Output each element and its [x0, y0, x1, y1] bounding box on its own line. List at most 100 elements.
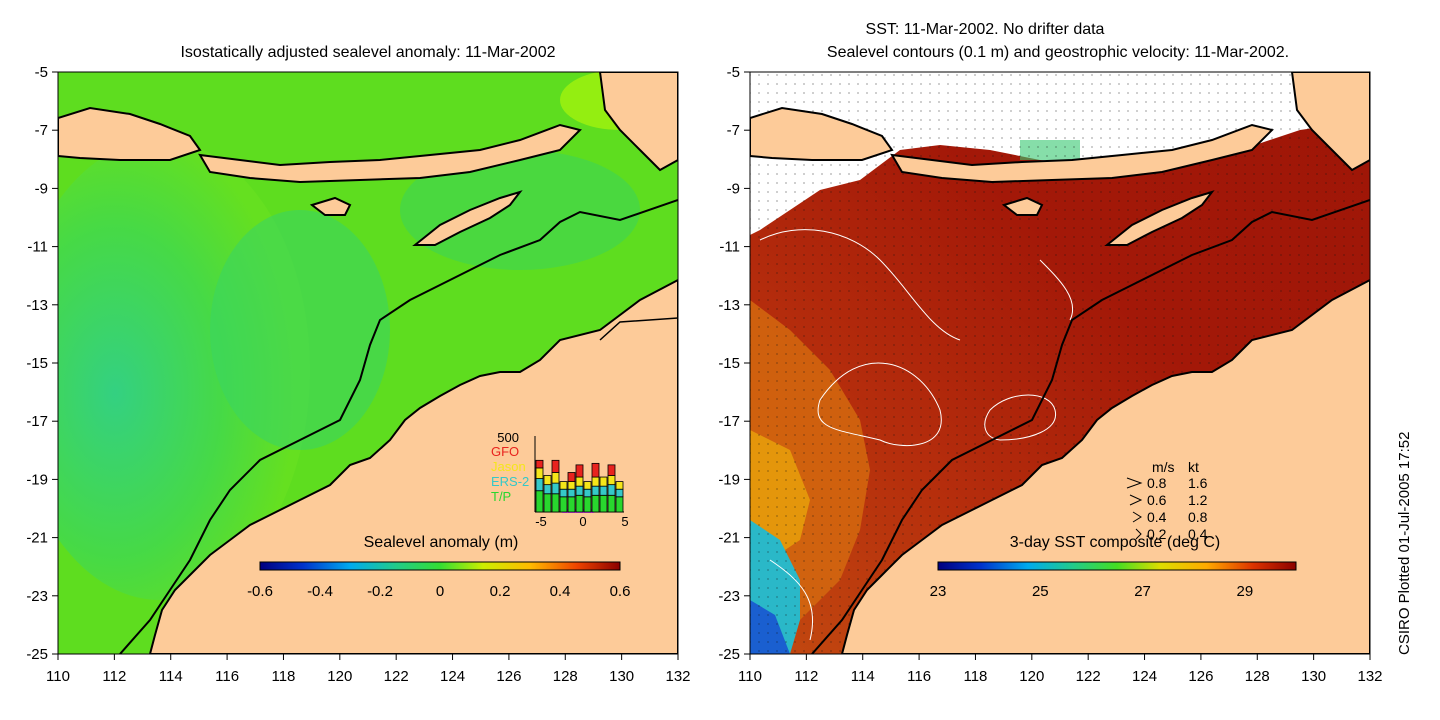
left-lat-tick-label: -19 — [26, 471, 48, 488]
inset-bar-segment — [551, 482, 560, 495]
inset-bar-segment — [535, 459, 544, 469]
right-sealevel-contour-3 — [759, 229, 1074, 341]
left-australia-landmass — [148, 278, 678, 654]
velocity-key-rows: 0.8 1.60.6 1.20.4 0.80.2 0.4 — [1126, 475, 1208, 542]
right-lat-tick-label: -15 — [718, 355, 740, 372]
right-colorbar-tick-label: 23 — [930, 583, 947, 600]
right-lon-tick-label: 118 — [963, 668, 987, 685]
left-colorbar-tick-label: 0.4 — [550, 583, 571, 600]
left-timor-island — [412, 190, 523, 246]
velocity-key-arrow — [1129, 494, 1143, 506]
left-lon-tick-label: 114 — [159, 668, 183, 685]
inset-legend-ers-2: ERS-2 — [491, 474, 529, 489]
right-java-island — [750, 106, 894, 161]
left-colorbar-tick-label: -0.4 — [307, 583, 333, 600]
velocity-key-kt-value: 0.8 — [1188, 509, 1208, 525]
right-lat-tick-label: -5 — [727, 64, 740, 81]
inset-bar-segment — [535, 490, 544, 513]
left-lon-tick-label: 116 — [215, 668, 239, 685]
left-colorbar-ticks: -0.6 -0.4 -0.2 0 0.2 0.4 0.6 — [247, 583, 630, 600]
left-lon-tick-label: 128 — [553, 668, 578, 685]
inset-x-tick-label: 5 — [621, 514, 628, 529]
inset-bar-segment — [551, 459, 560, 473]
left-lon-tick-label: 130 — [609, 668, 634, 685]
inset-bar-segment — [615, 481, 624, 490]
left-lon-tick-label: 122 — [384, 668, 409, 685]
inset-legend-jason: Jason — [491, 459, 526, 474]
left-sumba-island — [309, 196, 352, 216]
inset-bar-segment — [607, 484, 616, 496]
inset-bar-segment — [615, 488, 624, 498]
inset-bar-segment — [575, 464, 584, 478]
velocity-key-kt-header: kt — [1188, 459, 1199, 475]
left-shelf-contour — [119, 199, 678, 654]
inset-bar-segment — [583, 496, 592, 513]
velocity-key-kt-value: 1.2 — [1188, 492, 1208, 508]
left-lat-tick-label: -25 — [26, 646, 48, 663]
left-lat-axis: -5 -7 -9 -11 -13 -15 -17 -19 -21 -23 -25 — [26, 64, 58, 663]
inset-x-tick-label: 0 — [579, 514, 586, 529]
inset-bar-segment — [591, 494, 600, 513]
right-lon-tick-label: 112 — [794, 668, 818, 685]
plot-credit: CSIRO Plotted 01-Jul-2005 17:52 — [1396, 432, 1413, 655]
left-lon-tick-label: 120 — [327, 668, 352, 685]
left-lat-tick-label: -21 — [26, 530, 48, 547]
left-lon-tick-label: 110 — [46, 668, 70, 685]
inset-bar-segment — [591, 462, 600, 478]
velocity-key-arrow — [1135, 528, 1142, 540]
inset-bar-segment — [599, 485, 608, 496]
inset-bar-segment — [575, 476, 584, 487]
right-lon-tick-label: 130 — [1301, 668, 1326, 685]
inset-bar-segment — [551, 493, 560, 513]
velocity-key-ms-value: 0.2 — [1147, 526, 1167, 542]
right-sealevel-contour-4 — [769, 559, 814, 641]
right-lon-tick-label: 126 — [1188, 668, 1213, 685]
left-lon-tick-label: 112 — [102, 668, 126, 685]
right-lat-tick-label: -21 — [718, 530, 740, 547]
left-lat-tick-label: -17 — [26, 413, 48, 430]
inset-bar-segment — [543, 493, 552, 513]
right-lon-tick-label: 114 — [851, 668, 875, 685]
inset-bar-segment — [567, 481, 576, 490]
inset-bar-segment — [591, 485, 600, 496]
left-colorbar-tick-label: -0.2 — [367, 583, 393, 600]
inset-bar-segment — [599, 494, 608, 513]
right-colorbar-ticks: 23 25 27 29 — [930, 583, 1254, 600]
left-lat-tick-label: -11 — [27, 239, 48, 256]
right-panel-title-line2: Sealevel contours (0.1 m) and geostrophi… — [827, 44, 1289, 61]
right-colorbar — [937, 561, 1297, 571]
right-lat-axis: -5 -7 -9 -11 -13 -15 -17 -19 -21 -23 -25 — [718, 64, 750, 663]
inset-x-ticks: -5 0 5 — [535, 514, 628, 529]
right-lon-tick-label: 120 — [1019, 668, 1044, 685]
left-sulawesi-coast — [598, 72, 678, 172]
right-lat-tick-label: -19 — [718, 471, 740, 488]
right-lat-tick-label: -11 — [719, 239, 740, 256]
inset-bar-segment — [575, 494, 584, 513]
velocity-key-ms-value: 0.4 — [1147, 509, 1167, 525]
velocity-key-arrow — [1126, 477, 1143, 489]
left-lat-tick-label: -13 — [26, 297, 48, 314]
velocity-key-ms-value: 0.8 — [1147, 475, 1167, 491]
left-lon-tick-label: 132 — [665, 668, 690, 685]
left-sea-patch-2 — [400, 150, 640, 270]
velocity-key: m/s kt 0.8 1.60.6 1.20.4 0.80.2 0.4 — [1126, 459, 1208, 542]
right-sulawesi-coast — [1290, 72, 1370, 172]
right-panel-title-line1: SST: 11-Mar-2002. No drifter data — [866, 21, 1105, 38]
inset-bar-segment — [559, 481, 568, 490]
right-map — [750, 72, 1370, 654]
right-lat-tick-label: -17 — [718, 413, 740, 430]
inset-bars — [535, 459, 624, 513]
right-lon-tick-label: 132 — [1357, 668, 1382, 685]
left-map — [58, 72, 678, 654]
inset-bar-segment — [559, 496, 568, 513]
left-lon-tick-label: 124 — [440, 668, 465, 685]
right-australia-landmass — [840, 278, 1370, 654]
left-lon-tick-label: 118 — [271, 668, 295, 685]
inset-bar-segment — [607, 464, 616, 476]
inset-bar-segment — [559, 488, 568, 498]
inset-bar-segment — [607, 494, 616, 513]
left-colorbar — [259, 561, 621, 571]
velocity-key-ms-value: 0.6 — [1147, 492, 1167, 508]
inset-bar-segment — [543, 484, 552, 495]
